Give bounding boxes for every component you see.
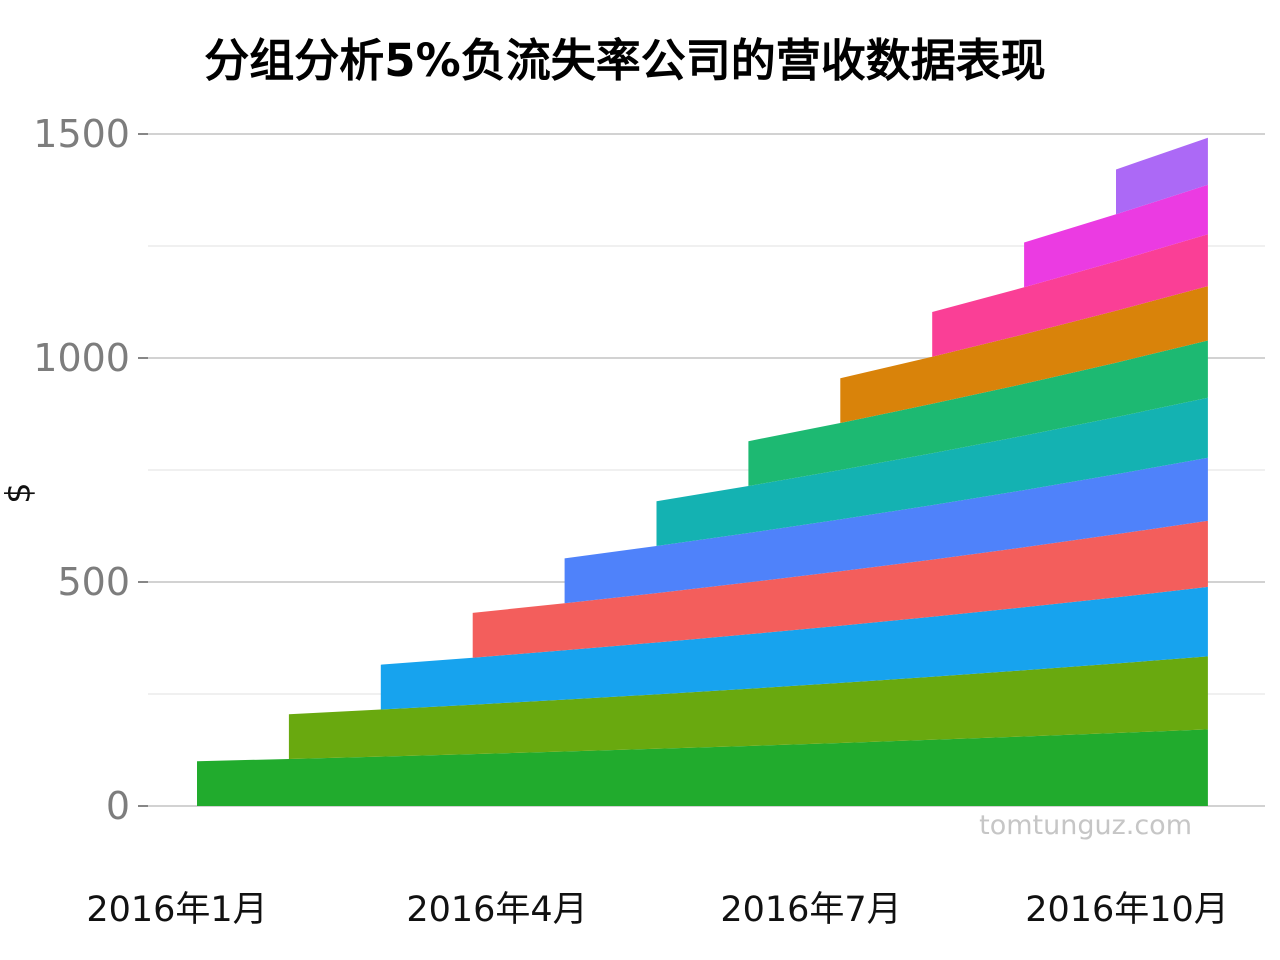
area-cohort-2016-03 <box>380 586 1208 710</box>
area-cohort-2016-07 <box>748 340 1208 486</box>
x-tick-label-3: 2016年4月 <box>406 890 587 930</box>
y-tick-label-0: 0 <box>106 784 130 828</box>
chart-title: 分组分析5%负流失率公司的营收数据表现 <box>204 34 1046 87</box>
area-cohort-2016-08 <box>840 286 1208 423</box>
y-axis-title: $ <box>0 482 39 504</box>
area-cohort-2016-01 <box>197 729 1208 806</box>
y-tick-label-500: 500 <box>57 560 130 604</box>
watermark: tomtunguz.com <box>979 810 1192 841</box>
area-cohort-2016-05 <box>564 457 1208 604</box>
y-tick-label-1500: 1500 <box>33 112 130 156</box>
x-tick-label-9: 2016年10月 <box>1025 890 1229 930</box>
x-tick-label-6: 2016年7月 <box>720 890 901 930</box>
area-cohort-2016-11 <box>1116 137 1208 215</box>
area-cohort-2016-02 <box>288 656 1208 759</box>
area-cohort-2016-09 <box>932 234 1208 357</box>
x-tick-label-0: 2016年1月 <box>86 890 267 930</box>
y-tick-label-1000: 1000 <box>33 336 130 380</box>
area-cohort-2016-04 <box>472 520 1208 658</box>
area-cohort-2016-10 <box>1024 184 1208 288</box>
area-cohort-2016-06 <box>656 397 1208 546</box>
